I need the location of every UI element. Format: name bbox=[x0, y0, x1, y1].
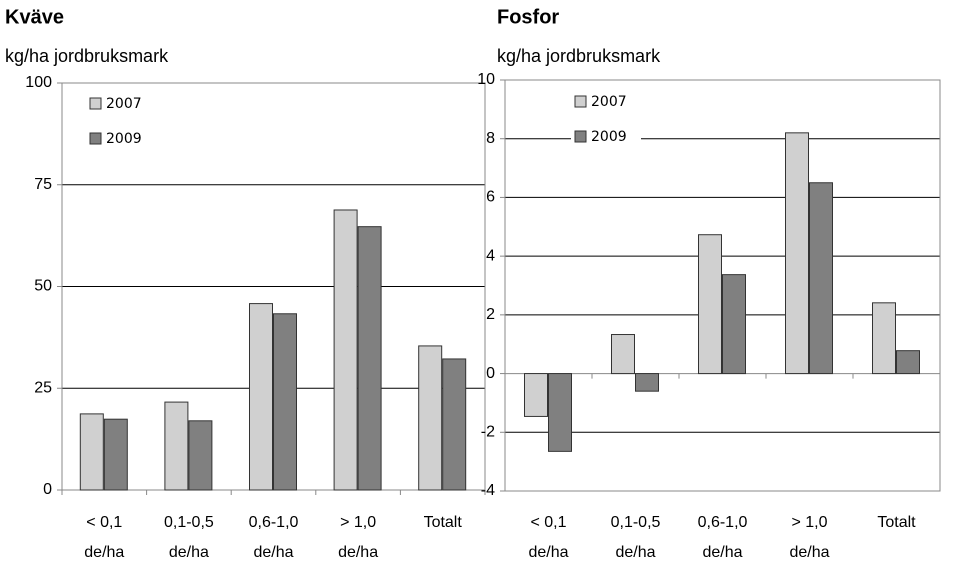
bar bbox=[249, 303, 273, 491]
legend-label: 2009 bbox=[591, 129, 627, 145]
bar bbox=[357, 226, 382, 491]
x-tick-label: de/ha bbox=[528, 544, 568, 561]
bar bbox=[785, 132, 809, 375]
x-tick-label: de/ha bbox=[84, 544, 124, 561]
y-tick-label: 2 bbox=[486, 306, 495, 323]
y-tick-label: 25 bbox=[34, 379, 52, 396]
bar bbox=[611, 334, 635, 375]
y-tick-label: 0 bbox=[43, 481, 52, 498]
y-tick-label: 6 bbox=[486, 189, 495, 206]
legend-swatch bbox=[574, 130, 587, 143]
y-tick-label: 50 bbox=[34, 278, 52, 295]
bar bbox=[896, 350, 920, 375]
bar bbox=[188, 420, 213, 491]
x-tick-label: Totalt bbox=[877, 514, 916, 531]
y-tick-label: 0 bbox=[486, 365, 495, 382]
x-tick-label: Totalt bbox=[424, 514, 463, 531]
bar bbox=[809, 182, 833, 375]
x-tick-label: < 0,1 bbox=[530, 514, 566, 531]
legend-label: 2009 bbox=[106, 131, 142, 147]
bar bbox=[524, 373, 548, 417]
x-tick-label: 0,6-1,0 bbox=[698, 514, 748, 531]
legend-label: 2007 bbox=[106, 96, 142, 112]
x-tick-label: de/ha bbox=[338, 544, 378, 561]
y-tick-label: 75 bbox=[34, 176, 52, 193]
bar bbox=[333, 209, 358, 491]
legend-swatch bbox=[89, 97, 102, 110]
x-tick-label: 0,1-0,5 bbox=[164, 514, 214, 531]
chart-subtitle: kg/ha jordbruksmark bbox=[497, 46, 661, 66]
x-tick-label: > 1,0 bbox=[791, 514, 827, 531]
y-tick-label: 4 bbox=[486, 247, 495, 264]
x-tick-label: de/ha bbox=[702, 544, 742, 561]
bar bbox=[418, 345, 443, 491]
chart-title: Fosfor bbox=[497, 6, 559, 28]
bar bbox=[635, 373, 659, 392]
bar bbox=[79, 413, 104, 491]
bar bbox=[722, 274, 746, 375]
bar bbox=[164, 401, 189, 491]
bar bbox=[872, 302, 896, 375]
x-tick-label: 0,6-1,0 bbox=[249, 514, 299, 531]
legend-swatch bbox=[574, 95, 587, 108]
x-tick-label: de/ha bbox=[169, 544, 209, 561]
y-tick-label: -4 bbox=[481, 482, 495, 499]
x-tick-label: < 0,1 bbox=[86, 514, 122, 531]
chart-title: Kväve bbox=[5, 6, 64, 28]
bar bbox=[548, 373, 572, 452]
y-tick-label: 10 bbox=[477, 71, 495, 88]
y-tick-label: -2 bbox=[481, 424, 495, 441]
x-tick-label: de/ha bbox=[789, 544, 829, 561]
chart-subtitle: kg/ha jordbruksmark bbox=[5, 46, 169, 66]
y-tick-label: 8 bbox=[486, 130, 495, 147]
bar bbox=[442, 358, 467, 491]
plot-frame bbox=[504, 79, 941, 492]
x-tick-label: > 1,0 bbox=[340, 514, 376, 531]
bar bbox=[698, 234, 722, 375]
legend-label: 2007 bbox=[591, 94, 627, 110]
x-tick-label: 0,1-0,5 bbox=[611, 514, 661, 531]
bar bbox=[273, 313, 297, 491]
x-tick-label: de/ha bbox=[253, 544, 293, 561]
x-tick-label: de/ha bbox=[615, 544, 655, 561]
bar bbox=[103, 418, 128, 491]
y-tick-label: 100 bbox=[25, 74, 52, 91]
legend-swatch bbox=[89, 132, 102, 145]
